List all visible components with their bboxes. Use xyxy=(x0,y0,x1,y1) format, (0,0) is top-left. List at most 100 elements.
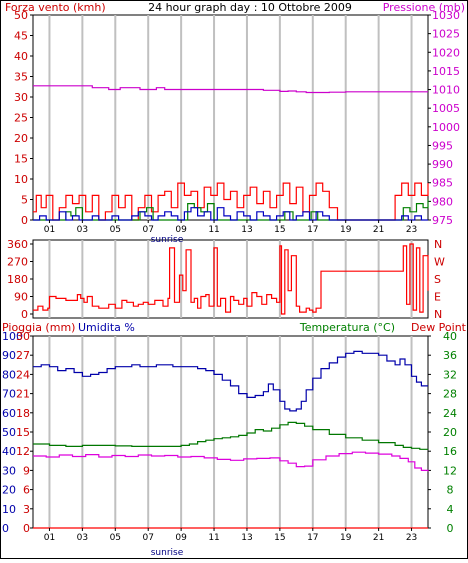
y-tick-label-rain: 30 xyxy=(16,330,30,343)
y-tick-label-rain: 15 xyxy=(16,426,30,439)
x-tick-label: 07 xyxy=(142,225,153,235)
y-tick-label-wind: 25 xyxy=(14,112,28,125)
y-tick-label-direction: 0 xyxy=(21,308,28,321)
y-tick-label-wind: 15 xyxy=(14,153,28,166)
y-tick-label-rain: 9 xyxy=(23,464,30,477)
wind-gust-line xyxy=(33,182,429,221)
y-tick-label-pressure: 995 xyxy=(432,139,453,152)
y-tick-label-pressure: 1030 xyxy=(432,9,460,22)
y-tick-label-wind: 50 xyxy=(14,9,28,22)
y-tick-label-wind: 30 xyxy=(14,91,28,104)
y-tick-label-temperature: 20 xyxy=(443,426,457,439)
x-tick-label: 09 xyxy=(175,533,187,543)
y-tick-label-wind: 45 xyxy=(14,30,28,43)
y-tick-label-pressure: 1025 xyxy=(432,28,460,41)
y-tick-label-direction: 180 xyxy=(7,273,28,286)
sunrise-label-top: sunrise xyxy=(151,235,184,245)
y-tick-label-temperature: 0 xyxy=(447,522,454,535)
y-tick-label-humidity: 40 xyxy=(2,445,16,458)
y-tick-label-temperature: 8 xyxy=(447,484,454,497)
y-tick-label-humidity: 30 xyxy=(2,464,16,477)
x-tick-label: 19 xyxy=(340,533,352,543)
y-tick-label-temperature: 36 xyxy=(443,349,457,362)
y-tick-label-wind: 0 xyxy=(21,214,28,227)
x-tick-label: 15 xyxy=(274,225,285,235)
humidity-line xyxy=(33,350,428,412)
rain-axis-title: Pioggia (mm) xyxy=(2,321,75,334)
y-tick-label-pressure: 985 xyxy=(432,177,453,190)
y-tick-label-wind: 20 xyxy=(14,132,28,145)
y-tick-label-wind: 40 xyxy=(14,50,28,63)
y-tick-label-pressure: 1010 xyxy=(432,84,460,97)
x-tick-label: 13 xyxy=(241,533,252,543)
wind-pressure-panel: 0510152025303540455097598098599099510001… xyxy=(14,9,460,235)
y-tick-label-rain: 21 xyxy=(16,388,30,401)
humidity-axis-title: Umidita % xyxy=(78,321,135,334)
y-tick-label-pressure: 1015 xyxy=(432,65,460,78)
x-tick-label: 13 xyxy=(241,225,252,235)
dew-point-line xyxy=(33,451,429,472)
y-tick-label-humidity: 80 xyxy=(2,368,16,381)
y-tick-label-wind: 10 xyxy=(14,173,28,186)
y-tick-label-temperature: 4 xyxy=(447,503,454,516)
y-tick-label-pressure: 1000 xyxy=(432,121,460,134)
y-tick-label-humidity: 100 xyxy=(2,330,23,343)
y-tick-label-humidity: 20 xyxy=(2,484,16,497)
wind-axis-title: Forza vento (kmh) xyxy=(5,1,106,14)
compass-label: W xyxy=(434,256,445,269)
compass-label: S xyxy=(434,273,441,286)
y-tick-label-humidity: 90 xyxy=(2,349,16,362)
temperature-axis-title: Temperatura (°C) xyxy=(299,321,395,334)
x-tick-label: 23 xyxy=(406,225,417,235)
temperature-line xyxy=(33,421,428,450)
x-tick-label: 19 xyxy=(340,225,352,235)
y-tick-label-humidity: 60 xyxy=(2,407,16,420)
y-tick-label-rain: 3 xyxy=(23,503,30,516)
x-tick-label: 05 xyxy=(110,533,121,543)
x-tick-label: 05 xyxy=(110,225,121,235)
compass-label: N xyxy=(434,308,442,321)
x-tick-label: 15 xyxy=(274,533,285,543)
y-tick-label-humidity: 70 xyxy=(2,388,16,401)
x-tick-label: 17 xyxy=(307,533,318,543)
x-tick-label: 09 xyxy=(175,225,187,235)
y-tick-label-rain: 24 xyxy=(16,368,30,381)
y-tick-label-rain: 18 xyxy=(16,407,30,420)
compass-label: E xyxy=(434,291,441,304)
x-tick-label: 01 xyxy=(44,225,55,235)
y-tick-label-pressure: 1020 xyxy=(432,46,460,59)
pressure-line xyxy=(33,85,428,94)
y-tick-label-humidity: 0 xyxy=(2,522,9,535)
x-tick-label: 11 xyxy=(208,533,219,543)
chart-title: 24 hour graph day : 10 Ottobre 2009 xyxy=(148,1,352,14)
y-tick-label-humidity: 50 xyxy=(2,426,16,439)
wind-direction-line xyxy=(33,243,429,315)
x-tick-label: 23 xyxy=(406,533,417,543)
wind-direction-panel: 360 N 270 W 180 S 90 E 0 N xyxy=(7,238,445,321)
y-tick-label-temperature: 12 xyxy=(443,464,457,477)
x-tick-label: 07 xyxy=(142,533,153,543)
x-tick-label: 21 xyxy=(373,225,384,235)
y-tick-label-direction: 90 xyxy=(14,291,28,304)
y-tick-label-rain: 6 xyxy=(23,484,30,497)
pressure-axis-title: Pressione (mb) xyxy=(383,1,465,14)
y-tick-label-temperature: 32 xyxy=(443,368,457,381)
y-tick-label-direction: 270 xyxy=(7,256,28,269)
y-tick-label-rain: 12 xyxy=(16,445,30,458)
y-tick-label-wind: 5 xyxy=(21,194,28,207)
x-tick-label: 03 xyxy=(77,225,88,235)
x-tick-label: 01 xyxy=(44,533,55,543)
wind-average-line xyxy=(33,207,428,221)
x-tick-label: 17 xyxy=(307,225,318,235)
y-tick-label-pressure: 980 xyxy=(432,195,453,208)
sunrise-label-bottom: sunrise xyxy=(151,548,184,558)
y-tick-label-wind: 35 xyxy=(14,71,28,84)
y-tick-label-pressure: 975 xyxy=(432,214,453,227)
x-tick-label: 21 xyxy=(373,533,384,543)
y-tick-label-rain: 27 xyxy=(16,349,30,362)
plot-frame xyxy=(32,14,429,221)
plot-frame xyxy=(32,335,429,529)
compass-label: N xyxy=(434,238,442,251)
